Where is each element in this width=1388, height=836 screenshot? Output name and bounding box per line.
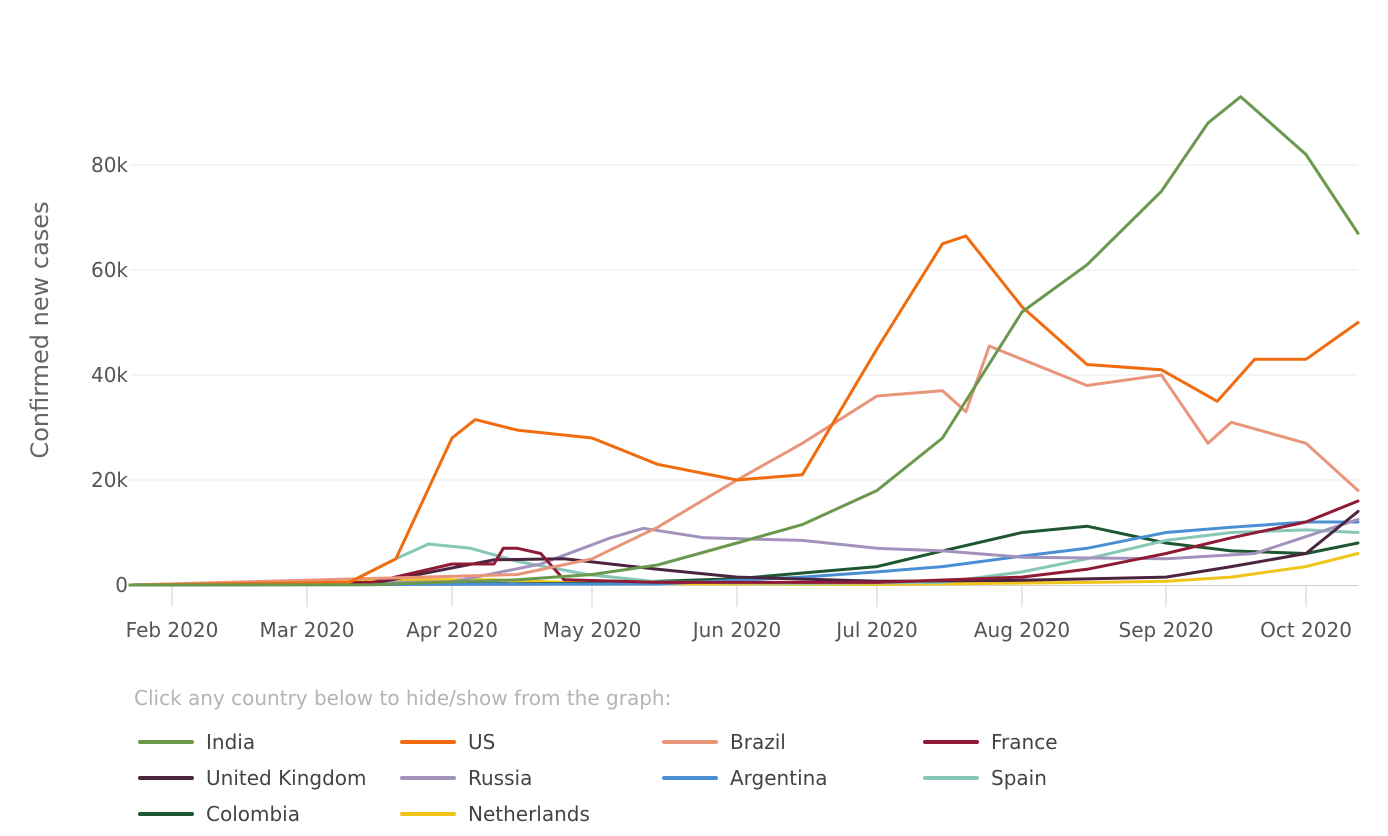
y-tick-label: 80k <box>91 153 128 177</box>
legend-swatch <box>400 812 456 816</box>
x-tick-label: Feb 2020 <box>126 618 219 642</box>
legend-swatch <box>400 776 456 780</box>
legend-item-colombia[interactable]: Colombia <box>138 798 300 830</box>
y-tick-label: 20k <box>91 468 128 492</box>
legend-item-united-kingdom[interactable]: United Kingdom <box>138 762 367 794</box>
legend-label: Brazil <box>730 730 786 754</box>
series-line-brazil <box>128 344 1360 587</box>
x-tick-label: May 2020 <box>543 618 642 642</box>
series-line-united-kingdom <box>128 510 1360 587</box>
y-axis-label: Confirmed new cases <box>26 201 54 458</box>
legend-swatch <box>138 740 194 744</box>
y-tick-label: 60k <box>91 258 128 282</box>
x-tick-label: Jun 2020 <box>691 618 782 642</box>
legend-swatch <box>923 776 979 780</box>
x-tick-label: Oct 2020 <box>1260 618 1352 642</box>
legend-swatch <box>662 740 718 744</box>
legend-label: Argentina <box>730 766 828 790</box>
series-line-us <box>128 234 1360 587</box>
legend-label: France <box>991 730 1058 754</box>
x-tick-label: Jul 2020 <box>834 618 917 642</box>
legend-label: Spain <box>991 766 1047 790</box>
legend-label: Colombia <box>206 802 300 826</box>
legend-swatch <box>400 740 456 744</box>
series-line-india <box>128 95 1360 587</box>
legend-label: United Kingdom <box>206 766 367 790</box>
legend-item-france[interactable]: France <box>923 726 1058 758</box>
legend-instruction: Click any country below to hide/show fro… <box>134 686 672 710</box>
legend-label: Netherlands <box>468 802 590 826</box>
legend-item-netherlands[interactable]: Netherlands <box>400 798 590 830</box>
legend-swatch <box>923 740 979 744</box>
legend-swatch <box>662 776 718 780</box>
y-axis-ticks: 0 20k 40k 60k 80k <box>91 153 128 597</box>
x-tick-label: Apr 2020 <box>406 618 498 642</box>
legend-swatch <box>138 776 194 780</box>
legend-item-us[interactable]: US <box>400 726 495 758</box>
legend-item-russia[interactable]: Russia <box>400 762 532 794</box>
legend-swatch <box>138 812 194 816</box>
y-tick-label: 40k <box>91 363 128 387</box>
legend-label: US <box>468 730 496 754</box>
series-line-russia <box>128 517 1360 587</box>
legend-item-spain[interactable]: Spain <box>923 762 1047 794</box>
y-tick-label: 0 <box>115 573 128 597</box>
series-line-france <box>128 499 1360 587</box>
x-tick-label: Aug 2020 <box>974 618 1070 642</box>
x-axis-ticks: Feb 2020 Mar 2020 Apr 2020 May 2020 Jun 2020… <box>126 585 1352 642</box>
legend-label: Russia <box>468 766 533 790</box>
legend-label: India <box>206 730 256 754</box>
legend-item-brazil[interactable]: Brazil <box>662 726 786 758</box>
series-lines <box>128 95 1360 587</box>
line-chart: 0 20k 40k 60k 80k Feb 2020 Mar 2020 Apr 2020 Ma… <box>26 95 1360 642</box>
legend-item-india[interactable]: India <box>138 726 255 758</box>
legend-item-argentina[interactable]: Argentina <box>662 762 828 794</box>
x-tick-label: Sep 2020 <box>1119 618 1214 642</box>
x-tick-label: Mar 2020 <box>260 618 355 642</box>
